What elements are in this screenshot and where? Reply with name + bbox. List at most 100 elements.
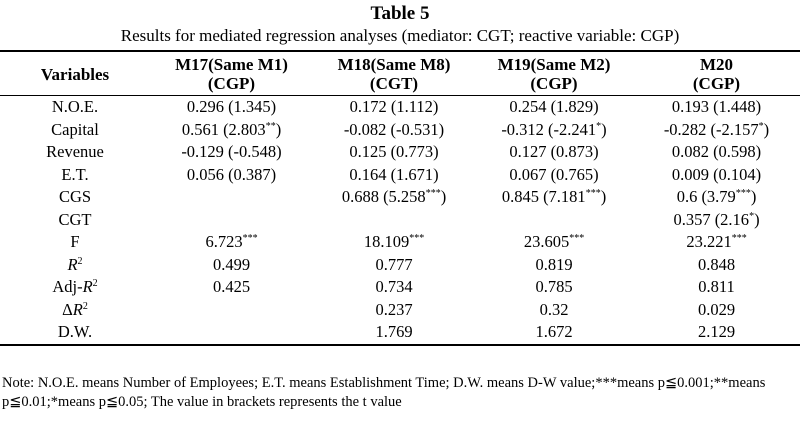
header-model: M18(Same M8) (CGT) bbox=[313, 51, 475, 96]
table-row: CGT 0.357 (2.16*) bbox=[0, 209, 800, 232]
table-cell: -0.312 (-2.241*) bbox=[475, 119, 633, 142]
cell-value: 23.605 bbox=[523, 232, 570, 251]
table-cell: 0.845 (7.181***) bbox=[475, 186, 633, 209]
results-table-container: Variables M17(Same M1) (CGP) M18(Same M8)… bbox=[0, 50, 800, 346]
table-cell: -0.082 (-0.531) bbox=[313, 119, 475, 142]
row-label: D.W. bbox=[57, 322, 93, 341]
row-label: CGS bbox=[58, 187, 92, 206]
row-label-exponent: 2 bbox=[77, 255, 83, 267]
row-label: E.T. bbox=[61, 164, 89, 184]
cell-closing: ) bbox=[750, 187, 757, 206]
significance-mark: *** bbox=[735, 188, 751, 199]
table-cell: 18.109*** bbox=[313, 231, 475, 254]
row-label: Revenue bbox=[46, 142, 104, 161]
table-cell: 0.172 (1.112) bbox=[313, 96, 475, 119]
table-cell: 2.129 bbox=[633, 321, 800, 345]
cell-closing: ) bbox=[275, 119, 282, 139]
cell-value: 2.129 bbox=[697, 322, 736, 341]
table-cell: 23.221*** bbox=[633, 231, 800, 254]
table-row: Capital 0.561 (2.803**) -0.082 (-0.531) -0.… bbox=[0, 119, 800, 142]
table-cell: 0.164 (1.671) bbox=[313, 164, 475, 187]
row-label: F bbox=[70, 232, 80, 251]
table-row: D.W. 1.769 1.672 2.129 bbox=[0, 321, 800, 345]
table-cell bbox=[150, 209, 313, 232]
significance-mark: * bbox=[596, 120, 602, 132]
table-cell: 1.769 bbox=[313, 321, 475, 345]
row-label-exponent: 2 bbox=[92, 278, 98, 289]
table-cell: 0.785 bbox=[475, 276, 633, 299]
header-model-name: M18(Same M8) bbox=[337, 55, 451, 74]
cell-value: -0.312 (-2.241 bbox=[501, 119, 597, 139]
cell-value: 0.125 (0.773) bbox=[349, 142, 439, 161]
table-row: E.T. 0.056 (0.387) 0.164 (1.671) 0.067 (0.7… bbox=[0, 164, 800, 187]
cell-value: 0.164 (1.671) bbox=[349, 164, 439, 184]
table-row: R2 0.499 0.777 0.819 0.848 bbox=[0, 254, 800, 277]
table-cell: 0.067 (0.765) bbox=[475, 164, 633, 187]
cell-value: 0.056 (0.387) bbox=[186, 164, 277, 184]
table-subtitle: Results for mediated regression analyses… bbox=[120, 26, 680, 45]
cell-value: 0.777 bbox=[375, 254, 413, 274]
table-cell: 0.193 (1.448) bbox=[633, 96, 800, 119]
header-model: M20 (CGP) bbox=[633, 51, 800, 96]
cell-value: -0.082 (-0.531) bbox=[343, 119, 445, 139]
cell-value: 0.067 (0.765) bbox=[509, 164, 599, 184]
cell-value: 0.561 (2.803 bbox=[181, 119, 266, 139]
cell-value: -0.282 (-2.157 bbox=[663, 119, 759, 139]
cell-value: 0.845 (7.181 bbox=[501, 187, 586, 206]
table-cell: 1.672 bbox=[475, 321, 633, 345]
table-cell: 0.6 (3.79***) bbox=[633, 186, 800, 209]
table-cell: 0.811 bbox=[633, 276, 800, 299]
table-cell: 0.734 bbox=[313, 276, 475, 299]
cell-value: 0.009 (0.104) bbox=[671, 164, 762, 184]
cell-value: 0.296 (1.345) bbox=[186, 97, 277, 116]
cell-value: -0.129 (-0.548) bbox=[181, 142, 282, 161]
header-model-name: M20 bbox=[699, 55, 734, 74]
row-label-exponent: 2 bbox=[82, 300, 88, 312]
table-cell: 0.32 bbox=[475, 299, 633, 322]
table-cell: 0.688 (5.258***) bbox=[313, 186, 475, 209]
cell-value: 18.109 bbox=[363, 232, 410, 251]
table-cell: 23.605*** bbox=[475, 231, 633, 254]
cell-value: 0.32 bbox=[539, 299, 569, 319]
significance-mark: *** bbox=[242, 233, 258, 244]
table-cell: 0.125 (0.773) bbox=[313, 141, 475, 164]
table-cell: 0.561 (2.803**) bbox=[150, 119, 313, 142]
significance-mark: *** bbox=[425, 188, 441, 199]
table-cell: -0.129 (-0.548) bbox=[150, 141, 313, 164]
table-row: Revenue -0.129 (-0.548) 0.125 (0.773) 0.127… bbox=[0, 141, 800, 164]
table-cell: 0.056 (0.387) bbox=[150, 164, 313, 187]
row-label: Adj-R2 bbox=[0, 276, 150, 299]
table-cell bbox=[313, 209, 475, 232]
row-label: R2 bbox=[0, 254, 150, 277]
cell-value: 0.127 (0.873) bbox=[509, 142, 599, 161]
cell-value: 0.819 bbox=[535, 254, 573, 274]
table-row: CGS 0.688 (5.258***) 0.845 (7.181***) 0.6 (… bbox=[0, 186, 800, 209]
significance-mark: *** bbox=[569, 233, 585, 244]
table-cell: 0.029 bbox=[633, 299, 800, 322]
cell-value: 0.734 bbox=[375, 277, 413, 296]
table-cell: 6.723*** bbox=[150, 231, 313, 254]
table-cell: 0.357 (2.16*) bbox=[633, 209, 800, 232]
significance-mark: *** bbox=[731, 233, 747, 244]
significance-mark: *** bbox=[409, 233, 425, 244]
table-cell: 0.499 bbox=[150, 254, 313, 277]
cell-value: 6.723 bbox=[205, 232, 243, 251]
cell-value: 0.499 bbox=[212, 254, 251, 274]
table-cell: 0.296 (1.345) bbox=[150, 96, 313, 119]
row-label-prefix: Adj- bbox=[52, 277, 83, 296]
cell-closing: ) bbox=[754, 209, 760, 229]
row-label-symbol: R bbox=[82, 277, 93, 296]
row-label-symbol: R bbox=[72, 299, 83, 319]
header-variables: Variables bbox=[40, 64, 110, 84]
table-cell bbox=[150, 321, 313, 345]
table-cell bbox=[150, 186, 313, 209]
cell-value: 0.172 (1.112) bbox=[349, 97, 439, 116]
table-cell: 0.082 (0.598) bbox=[633, 141, 800, 164]
header-model-name: M17(Same M1) bbox=[175, 55, 288, 74]
header-model-name: M19(Same M2) bbox=[497, 55, 611, 74]
results-table: Variables M17(Same M1) (CGP) M18(Same M8)… bbox=[0, 50, 800, 346]
row-label: N.O.E. bbox=[51, 97, 99, 116]
header-model-dv: (CGT) bbox=[369, 74, 419, 93]
cell-value: 23.221 bbox=[686, 232, 732, 251]
significance-mark: *** bbox=[585, 188, 601, 199]
